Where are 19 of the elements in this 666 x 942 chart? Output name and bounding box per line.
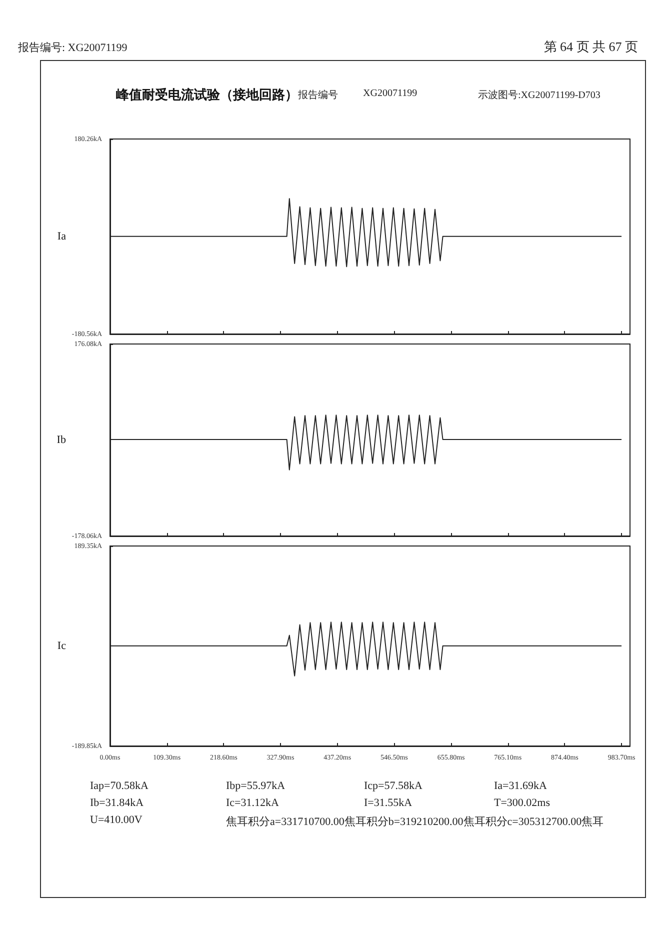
text: 报告编号: XG20071199 <box>18 40 128 55</box>
text: Ib=31.84kA <box>90 797 144 809</box>
text: 第 64 页 共 67 页 <box>544 38 638 56</box>
text: XG20071199 <box>363 88 418 99</box>
text: 报告编号 <box>298 88 338 102</box>
text: U=410.00V <box>90 814 142 826</box>
text: Ia=31.69kA <box>494 780 547 792</box>
text: T=300.02ms <box>494 797 550 809</box>
chart-title: 峰值耐受电流试验（接地回路） <box>116 86 298 104</box>
y-axis-title: Ia <box>57 230 66 242</box>
text: Ibp=55.97kA <box>226 780 286 792</box>
y-axis-title: Ib <box>56 434 66 446</box>
text: Ic=31.12kA <box>226 797 279 809</box>
text: 示波图号:XG20071199-D703 <box>478 88 600 102</box>
text: I=31.55kA <box>364 797 412 809</box>
text: Icp=57.58kA <box>364 780 422 792</box>
y-axis-title: Ic <box>57 640 66 652</box>
text: Iap=70.58kA <box>90 780 148 792</box>
text: 焦耳积分a=331710700.00焦耳积分b=319210200.00焦耳积分c=305312700.00焦耳 <box>226 815 604 829</box>
